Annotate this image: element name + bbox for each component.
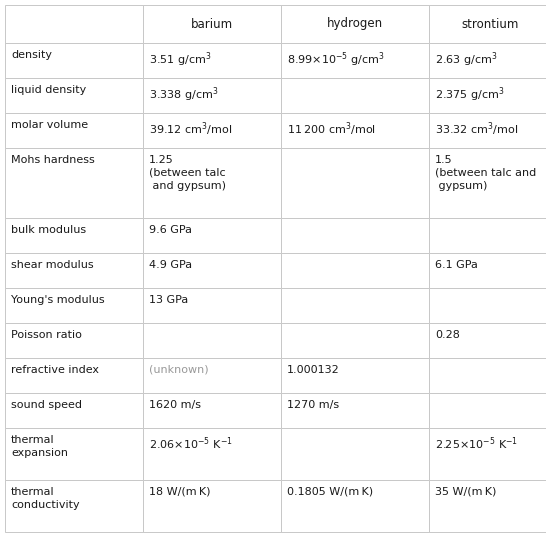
Bar (143, 480, 281, 532)
Text: 2.375 g/cm$^3$: 2.375 g/cm$^3$ (435, 85, 505, 103)
Bar (281, 393, 429, 428)
Text: 1.25
(between talc
 and gypsum): 1.25 (between talc and gypsum) (149, 155, 226, 191)
Bar (5, 428, 143, 480)
Bar (429, 78, 546, 113)
Text: 1.5
(between talc and
 gypsum): 1.5 (between talc and gypsum) (435, 155, 536, 191)
Text: 2.63 g/cm$^3$: 2.63 g/cm$^3$ (435, 50, 497, 69)
Bar (5, 5, 143, 43)
Text: 4.9 GPa: 4.9 GPa (149, 260, 192, 270)
Text: 13 GPa: 13 GPa (149, 295, 188, 305)
Text: 39.12 cm$^3$/mol: 39.12 cm$^3$/mol (149, 120, 232, 138)
Text: bulk modulus: bulk modulus (11, 225, 86, 235)
Bar (429, 393, 546, 428)
Bar (5, 253, 143, 288)
Text: 18 W/(m K): 18 W/(m K) (149, 487, 211, 497)
Bar (5, 148, 143, 218)
Bar (5, 393, 143, 428)
Text: 0.1805 W/(m K): 0.1805 W/(m K) (287, 487, 373, 497)
Bar (281, 43, 429, 78)
Text: Mohs hardness: Mohs hardness (11, 155, 95, 165)
Bar (281, 113, 429, 148)
Bar (429, 358, 546, 393)
Text: hydrogen: hydrogen (327, 18, 383, 30)
Bar (281, 253, 429, 288)
Bar (281, 78, 429, 113)
Bar (5, 288, 143, 323)
Bar (5, 218, 143, 253)
Text: sound speed: sound speed (11, 400, 82, 410)
Bar (429, 253, 546, 288)
Bar (429, 323, 546, 358)
Text: thermal
expansion: thermal expansion (11, 435, 68, 458)
Bar (143, 5, 281, 43)
Bar (281, 358, 429, 393)
Bar (143, 288, 281, 323)
Text: 9.6 GPa: 9.6 GPa (149, 225, 192, 235)
Bar (281, 5, 429, 43)
Text: (unknown): (unknown) (149, 365, 209, 375)
Text: 2.06×10$^{-5}$ K$^{-1}$: 2.06×10$^{-5}$ K$^{-1}$ (149, 435, 233, 451)
Text: 35 W/(m K): 35 W/(m K) (435, 487, 496, 497)
Text: shear modulus: shear modulus (11, 260, 93, 270)
Bar (143, 43, 281, 78)
Text: Young's modulus: Young's modulus (11, 295, 105, 305)
Bar (143, 323, 281, 358)
Bar (429, 218, 546, 253)
Bar (5, 113, 143, 148)
Text: refractive index: refractive index (11, 365, 99, 375)
Bar (143, 253, 281, 288)
Bar (281, 323, 429, 358)
Bar (281, 148, 429, 218)
Bar (143, 393, 281, 428)
Bar (429, 148, 546, 218)
Text: 2.25×10$^{-5}$ K$^{-1}$: 2.25×10$^{-5}$ K$^{-1}$ (435, 435, 518, 451)
Bar (429, 113, 546, 148)
Text: Poisson ratio: Poisson ratio (11, 330, 82, 340)
Bar (143, 78, 281, 113)
Bar (281, 480, 429, 532)
Bar (143, 113, 281, 148)
Bar (281, 288, 429, 323)
Text: 1620 m/s: 1620 m/s (149, 400, 201, 410)
Text: 3.51 g/cm$^3$: 3.51 g/cm$^3$ (149, 50, 211, 69)
Text: liquid density: liquid density (11, 85, 86, 95)
Text: 11 200 cm$^3$/mol: 11 200 cm$^3$/mol (287, 120, 376, 138)
Bar (429, 428, 546, 480)
Bar (5, 358, 143, 393)
Text: barium: barium (191, 18, 233, 30)
Text: molar volume: molar volume (11, 120, 88, 130)
Bar (5, 480, 143, 532)
Bar (5, 323, 143, 358)
Text: strontium: strontium (461, 18, 519, 30)
Text: 0.28: 0.28 (435, 330, 460, 340)
Bar (429, 43, 546, 78)
Bar (5, 78, 143, 113)
Bar (143, 358, 281, 393)
Text: thermal
conductivity: thermal conductivity (11, 487, 80, 510)
Bar (429, 480, 546, 532)
Bar (143, 148, 281, 218)
Text: 6.1 GPa: 6.1 GPa (435, 260, 478, 270)
Text: density: density (11, 50, 52, 60)
Text: 8.99×10$^{-5}$ g/cm$^3$: 8.99×10$^{-5}$ g/cm$^3$ (287, 50, 385, 69)
Bar (429, 5, 546, 43)
Bar (143, 428, 281, 480)
Bar (143, 218, 281, 253)
Bar (429, 288, 546, 323)
Text: 1270 m/s: 1270 m/s (287, 400, 339, 410)
Bar (5, 43, 143, 78)
Bar (281, 218, 429, 253)
Text: 3.338 g/cm$^3$: 3.338 g/cm$^3$ (149, 85, 218, 103)
Text: 33.32 cm$^3$/mol: 33.32 cm$^3$/mol (435, 120, 518, 138)
Bar (281, 428, 429, 480)
Text: 1.000132: 1.000132 (287, 365, 340, 375)
